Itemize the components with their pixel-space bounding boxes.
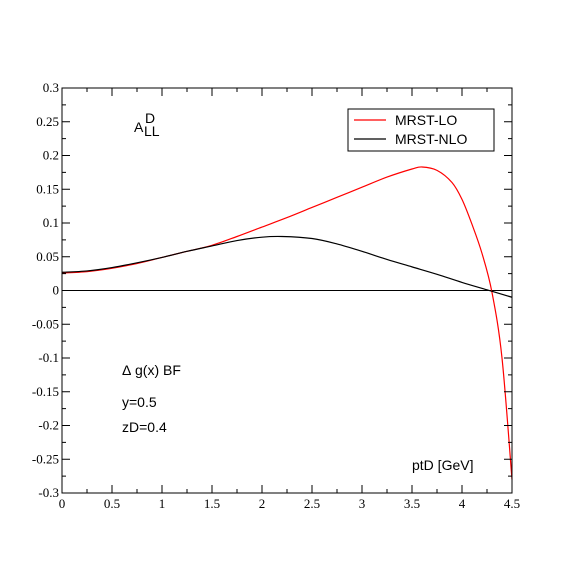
y-tick-label: 0.2	[43, 148, 59, 163]
y-tick-label: 0.1	[43, 215, 59, 230]
x-tick-label: 2.5	[304, 496, 320, 511]
y-tick-label: 0.25	[36, 114, 59, 129]
series-line-mrst-nlo	[61, 235, 513, 298]
delta-symbol: Δ	[122, 362, 131, 378]
y-tick-label: 0.3	[43, 80, 59, 95]
ticks-layer	[61, 87, 513, 494]
x-tick-label: 0	[59, 496, 66, 511]
legend-label-mrst-nlo: MRST-NLO	[395, 131, 467, 147]
tick-labels-layer: 0 0.5 1 1.5 2 2.5 3 3.5 4 4.5 -0.3 -0.25 -0.2 -0.15 -0…	[32, 80, 520, 511]
y-tick-label: -0.15	[32, 384, 59, 399]
y-tick-label: 0	[53, 283, 60, 298]
asymmetry-label: A	[134, 119, 144, 135]
y-value-label: y=0.5	[122, 394, 157, 410]
z-value-label: zD=0.4	[122, 419, 167, 435]
legend-box	[347, 108, 495, 152]
y-tick-label: -0.1	[38, 350, 59, 365]
gluon-distribution-label: g(x) BF	[135, 362, 181, 378]
y-tick-label: -0.3	[38, 485, 59, 500]
x-tick-label: 0.5	[104, 496, 120, 511]
asymmetry-superscript: D	[145, 110, 155, 126]
x-tick-label: 1.5	[204, 496, 220, 511]
x-tick-label: 3	[359, 496, 366, 511]
legend-label-mrst-lo: MRST-LO	[395, 112, 457, 128]
x-tick-label: 4	[459, 496, 466, 511]
x-tick-label: 3.5	[404, 496, 420, 511]
x-tick-label: 2	[259, 496, 266, 511]
y-tick-label: -0.05	[32, 316, 59, 331]
y-tick-label: 0.15	[36, 181, 59, 196]
x-axis-label: ptD [GeV]	[412, 457, 473, 473]
y-tick-label: -0.25	[32, 451, 59, 466]
x-tick-label: 1	[159, 496, 166, 511]
x-tick-label: 4.5	[504, 496, 520, 511]
asymmetry-subscript: LL	[144, 123, 160, 139]
y-tick-label: 0.05	[36, 249, 59, 264]
y-tick-label: -0.2	[38, 418, 59, 433]
legend: MRST-LO MRST-NLO	[347, 108, 495, 152]
asymmetry-symbol: A	[134, 119, 144, 135]
series-layer	[61, 166, 513, 480]
